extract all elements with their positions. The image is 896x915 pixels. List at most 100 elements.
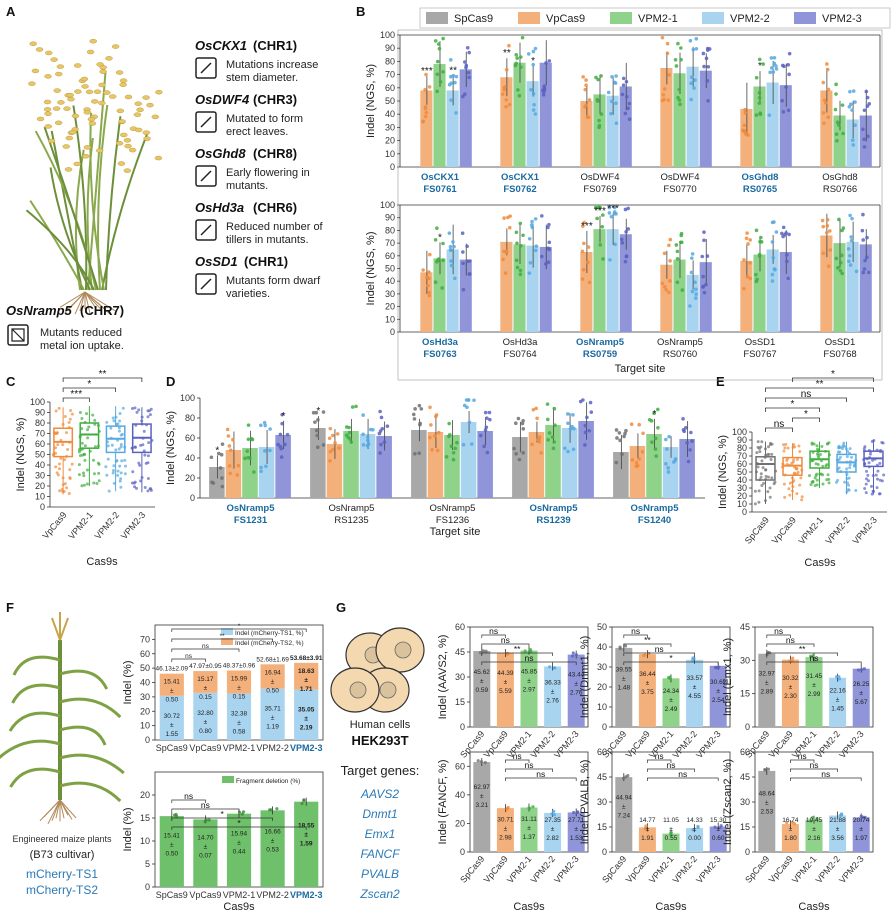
data-point xyxy=(626,106,630,111)
data-point xyxy=(763,768,767,772)
data-point xyxy=(472,398,476,403)
box-data-point xyxy=(848,460,852,464)
data-point xyxy=(848,263,853,267)
data-point xyxy=(424,72,428,77)
data-point xyxy=(449,263,454,268)
ts2-pm: ± xyxy=(170,688,174,695)
box-data-point xyxy=(52,430,56,434)
rice-grain xyxy=(31,68,40,74)
target-gene-AAVS2: AAVS2 xyxy=(360,787,399,801)
rice-grain xyxy=(119,78,128,83)
maize-root xyxy=(55,799,61,819)
y-tick-label: 10 xyxy=(737,499,747,509)
site-id-label: FS0767 xyxy=(743,349,776,360)
y-tick-label: 0 xyxy=(460,847,465,857)
y-tick-label: 60 xyxy=(455,622,465,632)
box-data-point xyxy=(798,449,802,453)
bar-VpCas9 xyxy=(781,659,799,727)
box-data-point xyxy=(876,469,880,473)
data-point xyxy=(834,132,839,137)
data-point xyxy=(434,414,438,419)
data-point xyxy=(849,235,853,239)
bar-FS0767-VPM2-2 xyxy=(766,249,779,332)
bar-FS0763-VpCas9 xyxy=(420,272,433,332)
bar-pm: ± xyxy=(836,826,840,833)
y-tick-label: 20 xyxy=(185,473,195,483)
comparison-bracket xyxy=(171,628,307,632)
data-point xyxy=(437,430,441,435)
bar-VpCas9 xyxy=(638,827,656,852)
bar-pm: ± xyxy=(693,684,697,691)
y-tick-label: 60 xyxy=(185,433,195,443)
bar-FS0767-VPM2-1 xyxy=(753,254,766,332)
box-data-point xyxy=(826,473,830,477)
box-data-point xyxy=(147,409,151,413)
data-point xyxy=(808,819,813,823)
y-tick-label: 90 xyxy=(385,43,395,53)
bar-pm: ± xyxy=(271,837,275,844)
box-data-point xyxy=(868,456,872,460)
comparison-sig: ns xyxy=(774,419,785,430)
bar-pm: ± xyxy=(812,826,816,833)
y-tick-label: 30 xyxy=(740,655,750,665)
box-data-point xyxy=(865,469,869,473)
data-point xyxy=(609,111,613,116)
data-point xyxy=(464,65,468,70)
data-point xyxy=(528,260,533,265)
data-point xyxy=(620,241,625,245)
box-data-point xyxy=(759,445,763,449)
x-tick-label: VPM2-3 xyxy=(290,743,323,753)
comparison-sig: *** xyxy=(70,389,82,400)
data-point xyxy=(667,290,671,295)
data-point xyxy=(821,80,826,85)
data-point xyxy=(262,420,267,425)
data-point xyxy=(786,63,790,67)
box-data-point xyxy=(107,489,111,493)
bar-pm: ± xyxy=(716,826,720,833)
data-point xyxy=(455,440,459,445)
bar-value: 21.88 xyxy=(829,817,846,824)
bar-sd: 0.60 xyxy=(712,835,725,842)
bar-FS0763-VPM2-2 xyxy=(446,249,459,332)
rice-grain xyxy=(93,89,102,94)
bar-pm: ± xyxy=(859,826,863,833)
box-data-point xyxy=(760,484,764,488)
main-gene-desc: metal ion uptake. xyxy=(40,340,124,352)
data-point xyxy=(237,810,242,814)
box-data-point xyxy=(59,438,63,442)
gene-chr: (CHR3) xyxy=(253,92,297,107)
data-point xyxy=(808,654,813,658)
data-point xyxy=(821,224,826,229)
data-point xyxy=(838,268,843,273)
data-point xyxy=(278,432,283,437)
y-tick-label: 60 xyxy=(455,761,465,771)
data-point xyxy=(666,98,671,102)
data-point xyxy=(582,241,586,246)
data-point xyxy=(834,256,839,261)
data-point xyxy=(530,219,534,224)
box-data-point xyxy=(80,441,84,445)
box-data-point xyxy=(146,415,150,419)
data-point xyxy=(413,451,417,456)
data-point xyxy=(514,53,519,57)
bar-VPM2-2 xyxy=(829,815,847,852)
box-data-point xyxy=(58,467,62,471)
gene-chr: (CHR1) xyxy=(253,38,297,53)
data-point xyxy=(610,75,614,79)
data-point xyxy=(668,279,672,283)
data-point xyxy=(377,431,382,436)
data-point xyxy=(754,75,759,80)
data-point xyxy=(466,398,471,402)
data-point xyxy=(476,759,480,763)
maize-tassel xyxy=(51,612,69,641)
y-axis-title: Indel (%) xyxy=(122,660,134,704)
data-point xyxy=(618,647,622,651)
comparison-bracket xyxy=(481,652,553,656)
box-data-point xyxy=(758,478,762,482)
box-data-point xyxy=(68,417,72,421)
data-point xyxy=(546,438,550,442)
data-point xyxy=(427,85,432,89)
bar-FS0768-VPM2-1 xyxy=(833,243,846,332)
data-point xyxy=(514,421,518,426)
comparison-bracket xyxy=(623,634,648,638)
